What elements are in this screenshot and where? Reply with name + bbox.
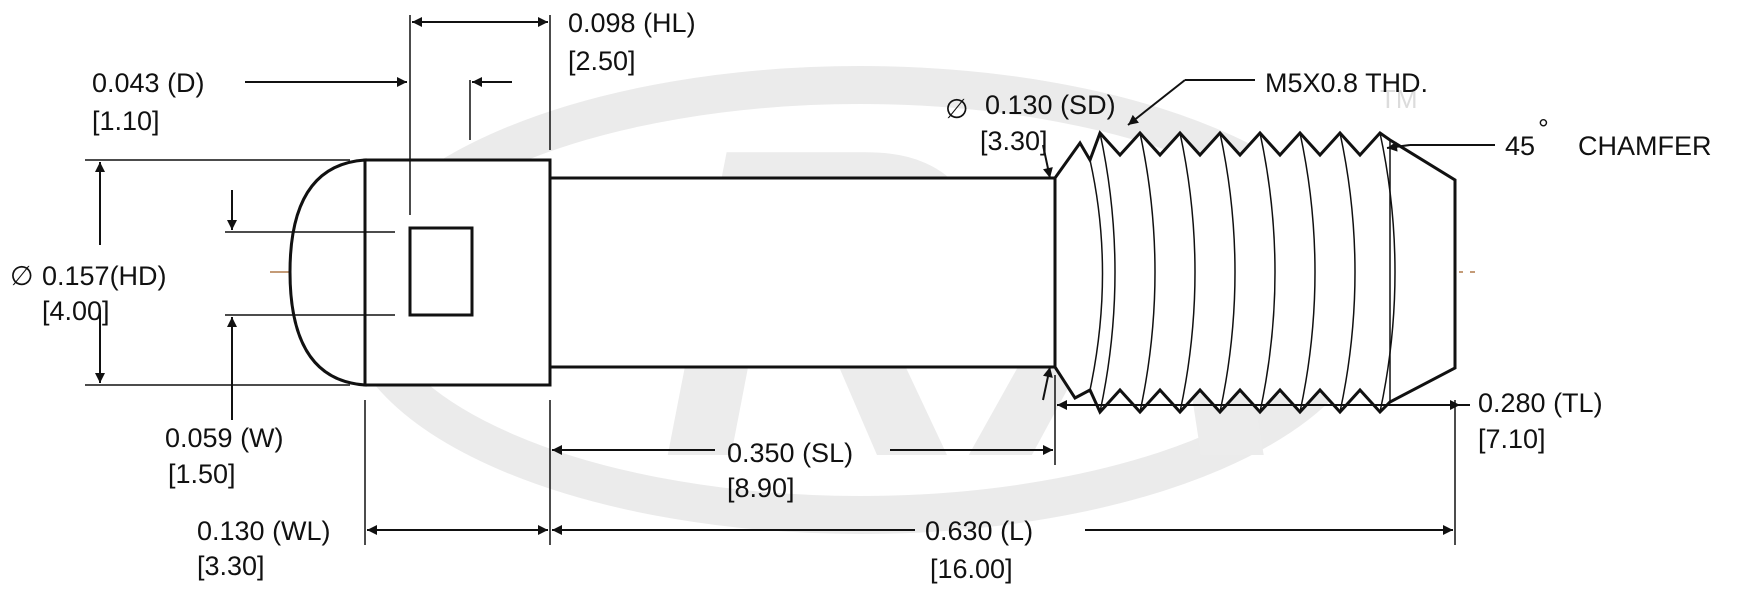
watermark-tm: TM xyxy=(1380,84,1418,114)
dimension-lines xyxy=(95,17,1495,535)
w-value: 0.059 (W) xyxy=(165,423,284,453)
w-metric: [1.50] xyxy=(168,459,236,489)
labels: 0.098 (HL) [2.50] 0.043 (D) [1.10] ∅ 0.1… xyxy=(10,8,1712,584)
wl-value: 0.130 (WL) xyxy=(197,516,331,546)
thread-note: M5X0.8 THD. xyxy=(1265,68,1428,98)
sd-leader-bottom xyxy=(1042,366,1053,401)
wl-metric: [3.30] xyxy=(197,551,265,581)
chamfer-leader xyxy=(1386,141,1411,152)
chamfer-label: CHAMFER xyxy=(1578,131,1712,161)
l-value: 0.630 (L) xyxy=(925,516,1033,546)
dome-head xyxy=(288,158,367,387)
thread-profile xyxy=(1053,130,1457,415)
tl-metric: [7.10] xyxy=(1478,424,1546,454)
d-metric: [1.10] xyxy=(92,106,160,136)
hd-diameter-symbol: ∅ xyxy=(10,261,34,291)
chamfer-degree: ° xyxy=(1538,114,1549,144)
extension-lines xyxy=(85,15,1456,545)
sl-value: 0.350 (SL) xyxy=(727,438,853,468)
sd-diameter-symbol: ∅ xyxy=(945,94,969,124)
hl-value: 0.098 (HL) xyxy=(568,8,696,38)
screw-part xyxy=(288,130,1457,415)
hl-metric: [2.50] xyxy=(568,46,636,76)
d-value: 0.043 (D) xyxy=(92,68,205,98)
sd-metric: [3.30] xyxy=(980,126,1048,156)
thread-helix xyxy=(1089,132,1396,413)
hd-metric: [4.00] xyxy=(42,296,110,326)
chamfer-angle: 45 xyxy=(1505,131,1535,161)
l-metric: [16.00] xyxy=(930,554,1013,584)
tl-value: 0.280 (TL) xyxy=(1478,388,1603,418)
sl-metric: [8.90] xyxy=(727,473,795,503)
sd-leader-top xyxy=(1042,144,1053,179)
thread-leader xyxy=(1127,79,1186,126)
shank xyxy=(548,176,1057,369)
hd-value: 0.157(HD) xyxy=(42,261,167,291)
sd-value: 0.130 (SD) xyxy=(985,90,1116,120)
cross-hole xyxy=(408,226,474,317)
